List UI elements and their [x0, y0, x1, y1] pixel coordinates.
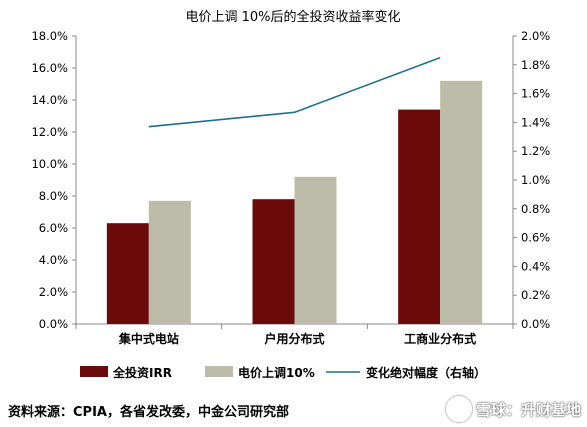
watermark-text: 雪球：升财基地	[475, 400, 581, 419]
y-right-tick-label: 0.2%	[521, 288, 550, 302]
legend-swatch	[80, 366, 108, 377]
bar	[252, 199, 295, 324]
chart-title: 电价上调 10%后的全投资收益率变化	[185, 9, 400, 25]
snowball-logo-icon	[445, 396, 472, 422]
line-series	[148, 56, 441, 128]
y-right-tick-label: 0.6%	[521, 231, 550, 245]
legend-swatch	[205, 366, 233, 377]
y-left-tick-label: 8.0%	[39, 189, 68, 203]
y-left-tick-label: 16.0%	[31, 61, 68, 75]
line-path	[148, 56, 441, 128]
y-right-tick-label: 1.2%	[521, 144, 550, 158]
y-right-tick-label: 1.4%	[521, 115, 550, 129]
y-right-tick-label: 1.0%	[521, 173, 550, 187]
legend-label: 电价上调10%	[238, 365, 315, 380]
bar	[294, 176, 337, 324]
y-left-tick-label: 2.0%	[39, 285, 68, 299]
bar	[106, 223, 149, 324]
y-right-tick-label: 1.6%	[521, 87, 550, 101]
bars	[106, 80, 483, 324]
axes: 0.0% 2.0% 4.0% 6.0% 8.0% 10.0% 12.0% 14.0% 16.0%…	[31, 29, 550, 346]
legend: 全投资IRR 电价上调10% 变化绝对幅度（右轴）	[80, 365, 486, 380]
bar	[148, 200, 191, 324]
y-left-tick-label: 14.0%	[31, 93, 68, 107]
y-left-tick-label: 10.0%	[31, 157, 68, 171]
legend-label: 全投资IRR	[112, 365, 172, 380]
x-category-label: 户用分布式	[264, 331, 324, 346]
y-right-tick-label: 0.4%	[521, 259, 550, 273]
y-left-tick-label: 12.0%	[31, 125, 68, 139]
bar	[440, 80, 483, 324]
y-left-tick-label: 18.0%	[31, 29, 68, 43]
legend-label: 变化绝对幅度（右轴）	[366, 365, 486, 380]
y-right-tick-label: 1.8%	[521, 58, 550, 72]
source-note: 资料来源：CPIA，各省发改委，中金公司研究部	[8, 405, 289, 420]
y-right-tick-label: 2.0%	[521, 29, 550, 43]
y-right-tick-label: 0.8%	[521, 202, 550, 216]
y-left-tick-label: 0.0%	[39, 317, 68, 331]
y-left-tick-label: 4.0%	[39, 253, 68, 267]
y-right-tick-label: 0.0%	[521, 317, 550, 331]
x-category-label: 工商业分布式	[404, 331, 476, 346]
bar	[398, 109, 441, 324]
x-category-label: 集中式电站	[118, 331, 179, 346]
watermark: 雪球：升财基地	[445, 396, 581, 422]
y-left-tick-label: 6.0%	[39, 221, 68, 235]
